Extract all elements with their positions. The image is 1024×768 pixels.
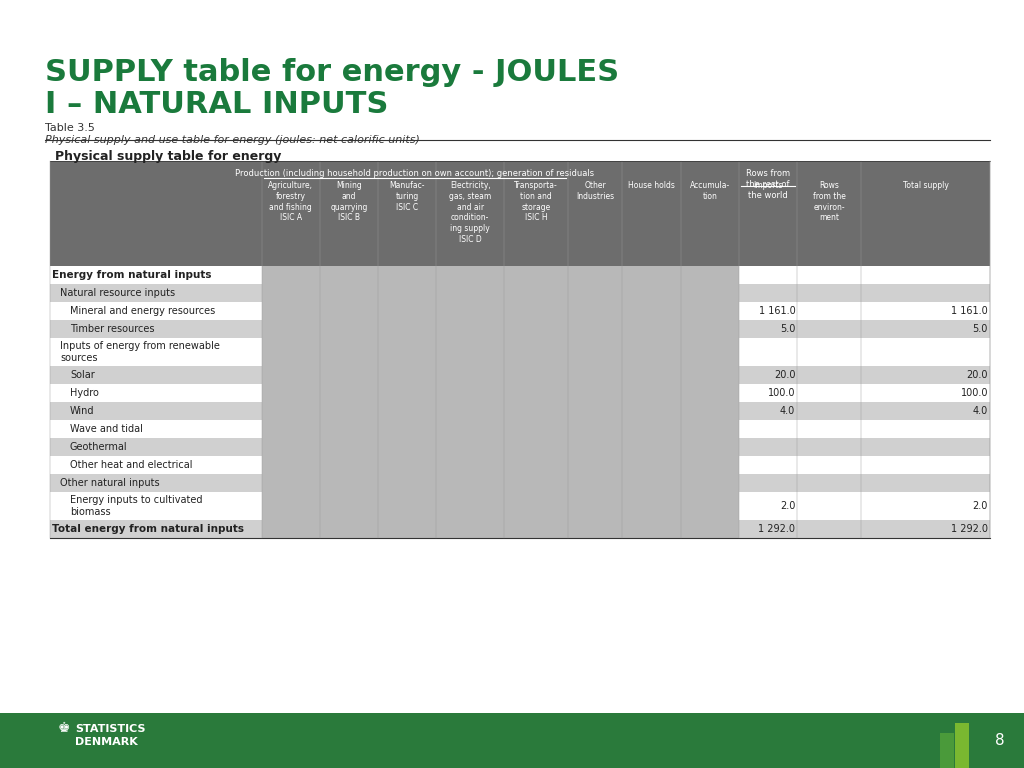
Bar [50, 284, 990, 302]
Text: 20.0: 20.0 [774, 370, 796, 380]
Text: Energy from natural inputs: Energy from natural inputs [52, 270, 212, 280]
Bar [50, 384, 990, 402]
Text: Imports: Imports [754, 181, 783, 190]
Text: 4.0: 4.0 [780, 406, 796, 416]
Bar [261, 284, 739, 302]
Text: Physical supply and use table for energy (joules: net calorific units): Physical supply and use table for energy… [45, 135, 420, 145]
Text: Rows from
the rest of
the world: Rows from the rest of the world [746, 169, 791, 200]
Text: 1 161.0: 1 161.0 [951, 306, 988, 316]
Bar [261, 302, 739, 320]
Bar [261, 384, 739, 402]
Text: 100.0: 100.0 [961, 388, 988, 398]
Text: SUPPLY table for energy - JOULES: SUPPLY table for energy - JOULES [45, 58, 620, 87]
Bar [261, 402, 739, 420]
Bar [50, 302, 990, 320]
Text: Electricity,
gas, steam
and air
condition-
ing supply
ISIC D: Electricity, gas, steam and air conditio… [450, 181, 492, 243]
Text: Table 3.5: Table 3.5 [45, 123, 95, 133]
Text: Wave and tidal: Wave and tidal [70, 424, 143, 434]
Text: Physical supply table for energy: Physical supply table for energy [55, 150, 282, 163]
Text: 2.0: 2.0 [780, 501, 796, 511]
Bar [50, 492, 990, 520]
Text: 1 161.0: 1 161.0 [759, 306, 796, 316]
Bar [50, 420, 990, 438]
Bar [261, 520, 739, 538]
Text: Rows
from the
environ-
ment: Rows from the environ- ment [813, 181, 846, 222]
Bar [50, 520, 990, 538]
Bar [940, 733, 954, 768]
Text: 1 292.0: 1 292.0 [951, 524, 988, 534]
Bar [50, 320, 990, 338]
Text: 20.0: 20.0 [967, 370, 988, 380]
Text: House holds: House holds [628, 181, 675, 190]
Bar [261, 338, 739, 366]
Text: Manufac-
turing
ISIC C: Manufac- turing ISIC C [389, 181, 425, 211]
Text: Energy inputs to cultivated
biomass: Energy inputs to cultivated biomass [70, 495, 203, 517]
Bar [50, 402, 990, 420]
Text: 4.0: 4.0 [973, 406, 988, 416]
Bar [50, 266, 990, 284]
Bar [261, 366, 739, 384]
Bar [261, 456, 739, 474]
Bar [261, 320, 739, 338]
Text: 8: 8 [995, 733, 1005, 748]
Text: Geothermal: Geothermal [70, 442, 128, 452]
Text: Total supply: Total supply [903, 181, 948, 190]
Text: 5.0: 5.0 [780, 324, 796, 334]
Text: Wind: Wind [70, 406, 94, 416]
Text: Production (including household production on own account); generation of residu: Production (including household producti… [236, 169, 594, 178]
Bar [50, 338, 990, 366]
Text: Other heat and electrical: Other heat and electrical [70, 460, 193, 470]
Text: I – NATURAL INPUTS: I – NATURAL INPUTS [45, 90, 388, 119]
Text: Transporta-
tion and
storage
ISIC H: Transporta- tion and storage ISIC H [514, 181, 558, 222]
Bar [261, 420, 739, 438]
Text: Agriculture,
forestry
and fishing
ISIC A: Agriculture, forestry and fishing ISIC A [268, 181, 313, 222]
Bar [50, 161, 990, 266]
Bar [261, 438, 739, 456]
Text: Mining
and
quarrying
ISIC B: Mining and quarrying ISIC B [330, 181, 368, 222]
Text: 5.0: 5.0 [973, 324, 988, 334]
Bar [955, 723, 969, 768]
Text: ♚: ♚ [58, 721, 71, 736]
Text: Total energy from natural inputs: Total energy from natural inputs [52, 524, 244, 534]
Text: 1 292.0: 1 292.0 [759, 524, 796, 534]
Bar [970, 738, 984, 768]
Bar [50, 366, 990, 384]
Text: Hydro: Hydro [70, 388, 99, 398]
Bar [261, 474, 739, 492]
Text: Natural resource inputs: Natural resource inputs [60, 288, 175, 298]
Text: Solar: Solar [70, 370, 95, 380]
Text: Timber resources: Timber resources [70, 324, 155, 334]
Bar [261, 492, 739, 520]
Bar [0, 713, 1024, 768]
Text: STATISTICS
DENMARK: STATISTICS DENMARK [75, 724, 145, 747]
Bar [50, 438, 990, 456]
Text: Accumula-
tion: Accumula- tion [690, 181, 730, 200]
Bar [261, 266, 739, 284]
Text: 100.0: 100.0 [768, 388, 796, 398]
Text: Inputs of energy from renewable
sources: Inputs of energy from renewable sources [60, 341, 220, 362]
Text: 2.0: 2.0 [973, 501, 988, 511]
Text: Other natural inputs: Other natural inputs [60, 478, 160, 488]
Text: Other
Industries: Other Industries [577, 181, 614, 200]
Bar [50, 456, 990, 474]
Text: Mineral and energy resources: Mineral and energy resources [70, 306, 215, 316]
Bar [50, 474, 990, 492]
